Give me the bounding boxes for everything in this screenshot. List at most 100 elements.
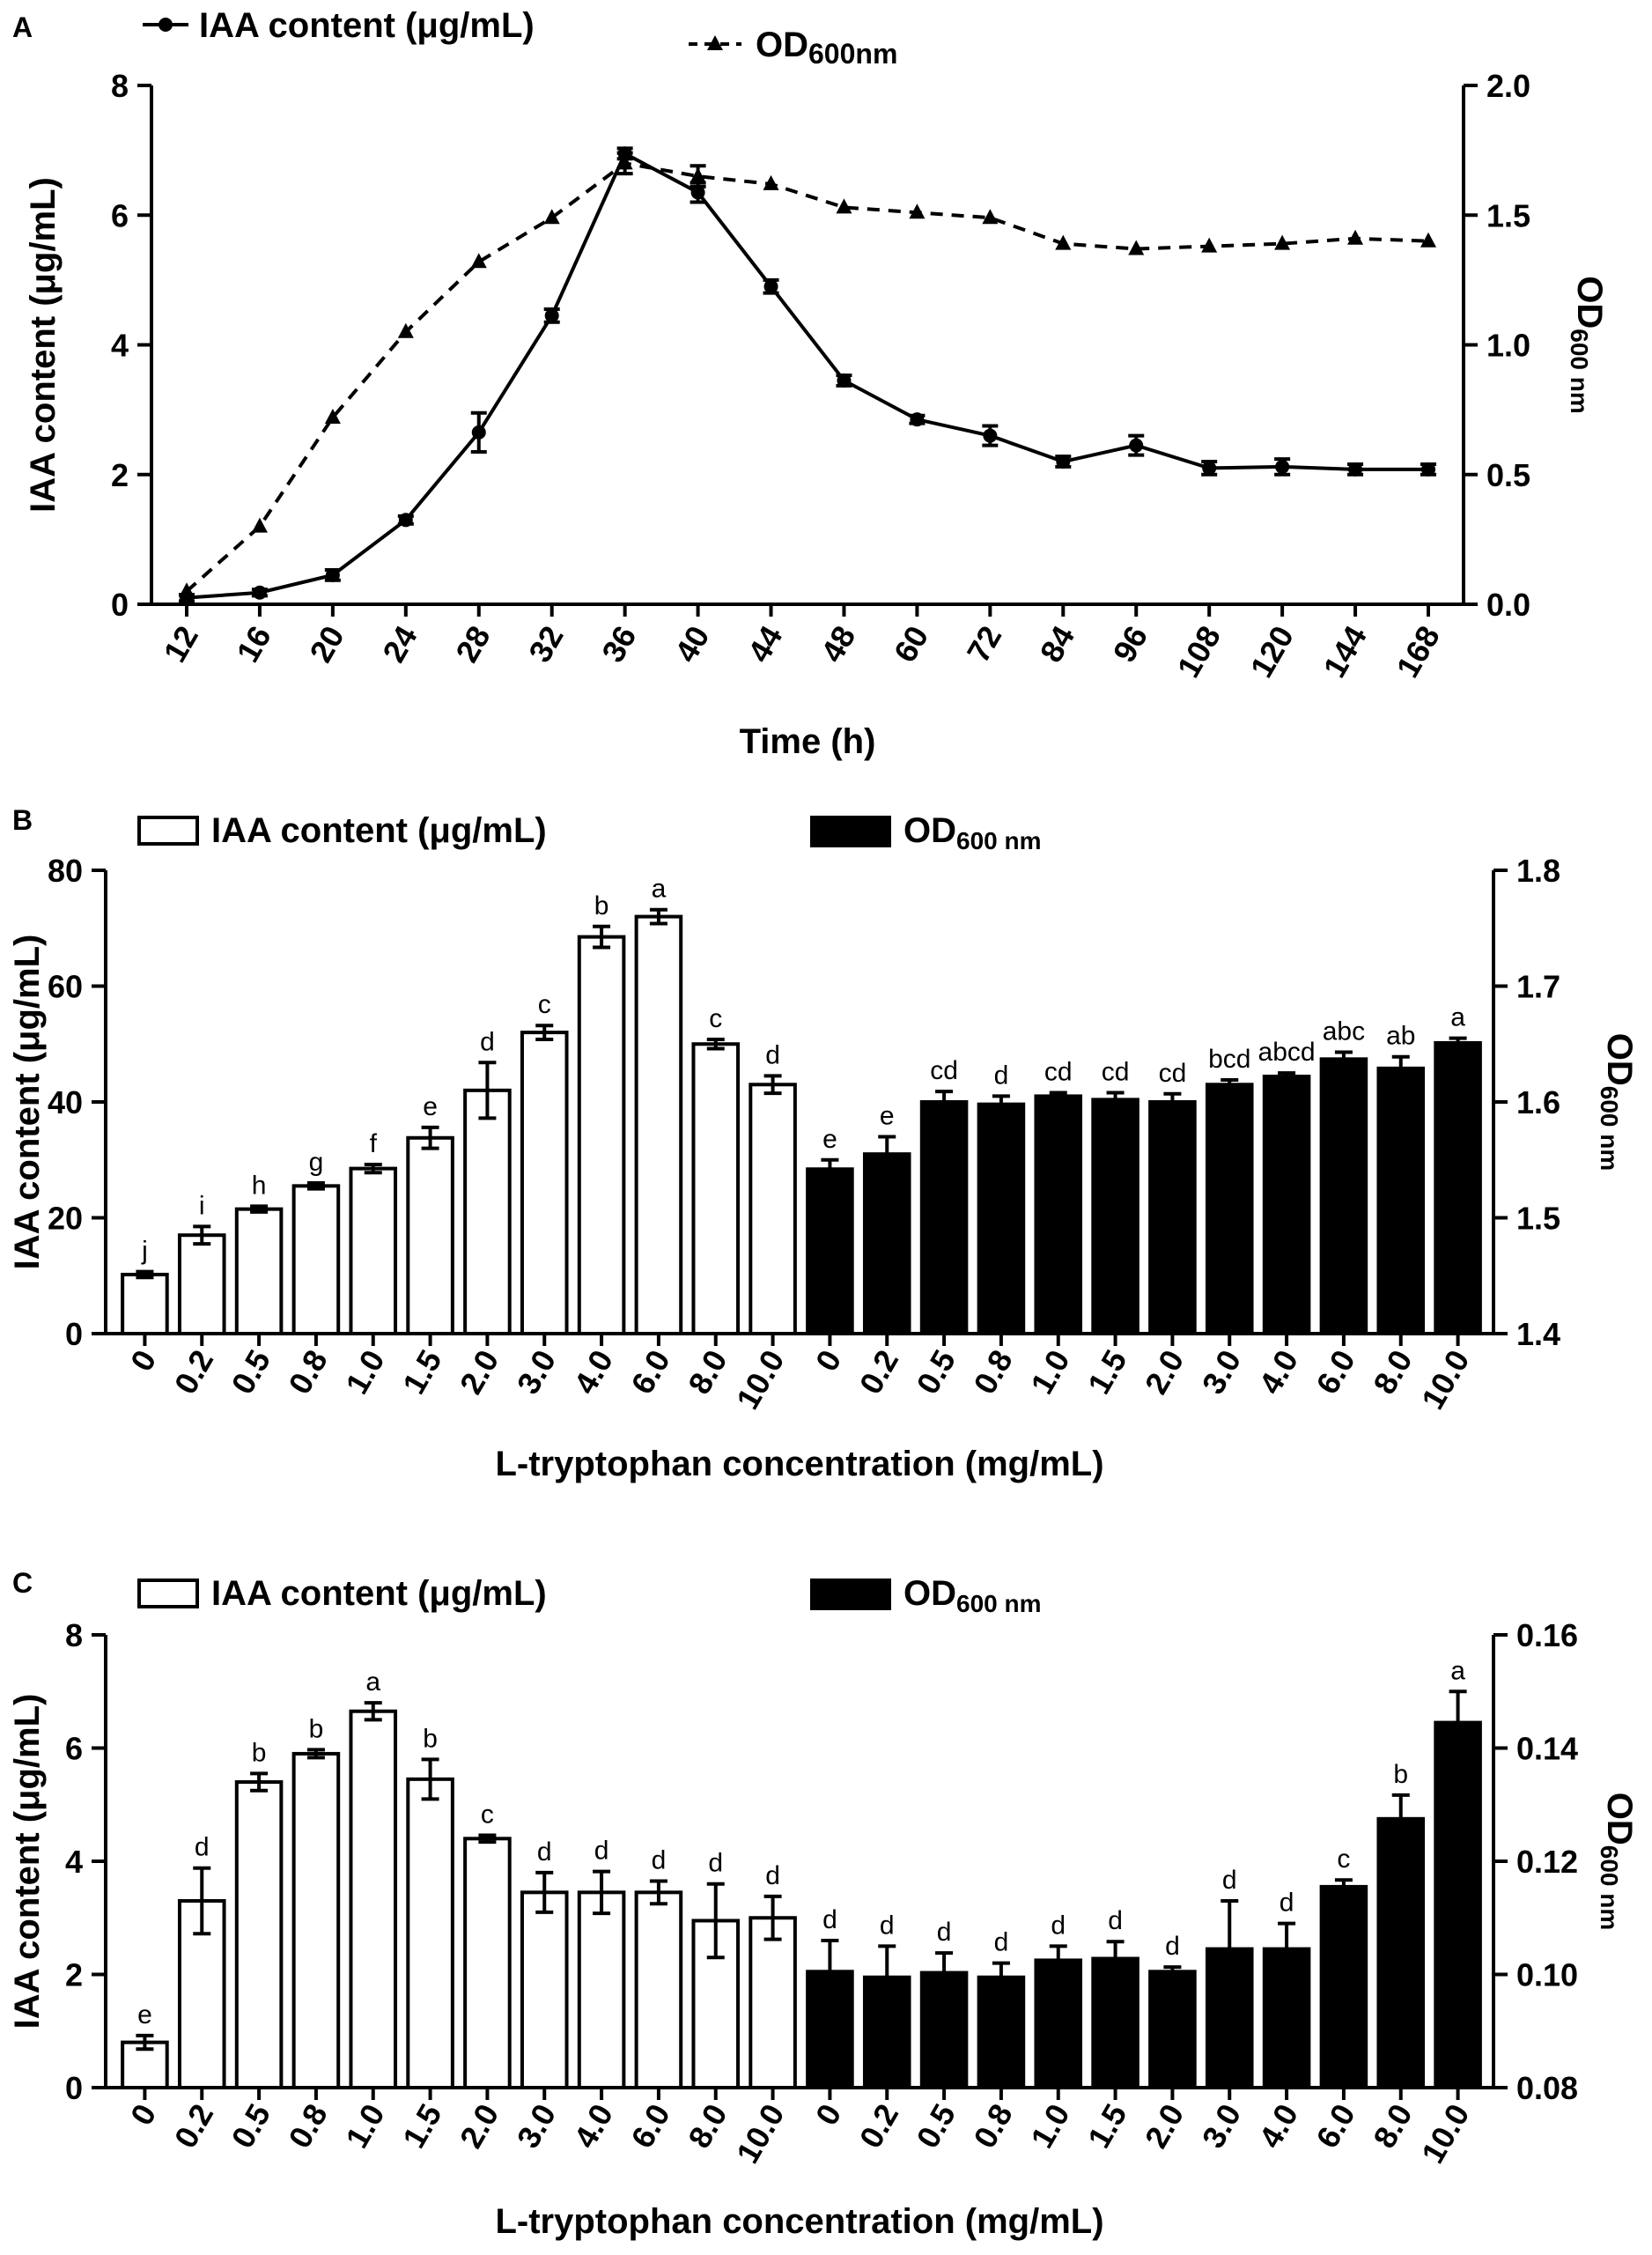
od-bar [1034,1958,1083,2089]
iaa-significance-letter: d [708,1849,723,1878]
iaa-point [1129,438,1144,453]
x-tick-label: 1.0 [338,2098,392,2155]
left-y-tick-label: 2 [65,1957,83,1993]
iaa-significance-letter: b [594,891,609,920]
right-y-axis-title-subscript: 600 nm [1596,1086,1623,1172]
x-tick-label: 60 [887,620,936,669]
od-point [397,322,414,338]
od-point [543,209,560,225]
right-y-tick-label: 1.5 [1486,197,1530,233]
iaa-point [983,428,998,443]
legend-od-label-subscript: 600 nm [956,1590,1042,1617]
right-y-tick-label: 1.6 [1516,1084,1560,1120]
od-bar [919,1100,969,1335]
x-tick-label: 0.8 [281,1344,335,1401]
od-bar [919,1970,969,2090]
panel-c-letter: C [12,1567,33,1599]
od-point [1201,237,1218,253]
od-point [324,408,341,424]
x-tick-label: 1.0 [1023,1344,1077,1401]
iaa-significance-letter: b [252,1738,267,1767]
right-y-axis-title-subscript: 600 nm [1566,329,1593,414]
x-tick-label: 1.0 [1023,2098,1077,2155]
iaa-bar [520,1890,569,2089]
iaa-series-line [186,151,1428,600]
x-tick-label: 6.0 [623,1344,677,1401]
x-tick-label: 1.5 [395,1344,449,1401]
legend-od-label-main: OD [756,26,808,64]
right-y-tick-label: 1.5 [1516,1201,1560,1237]
iaa-bar [177,1233,226,1335]
od-significance-letter: d [1108,1906,1123,1935]
x-tick-label: 8.0 [681,1344,734,1401]
legend-od-label-main: OD [903,811,956,850]
right-y-tick-label: 1.0 [1486,328,1530,364]
x-tick-label: 0.8 [966,2098,1020,2155]
left-y-tick-label: 8 [65,1617,83,1653]
iaa-significance-letter: i [199,1191,205,1220]
x-tick-label: 24 [375,620,424,669]
iaa-bar [691,1042,741,1335]
x-tick-label: 10.0 [729,2098,792,2170]
iaa-bar [291,1184,341,1336]
legend-iaa-label: IAA content (μg/mL) [211,1574,547,1613]
iaa-point [252,585,267,600]
iaa-point [471,425,486,440]
panel-c: C 0 2 4 6 8 0.08 0.10 0.12 0.14 0.16 IAA content (μ… [8,1567,1639,2241]
x-tick-label: 108 [1170,620,1228,684]
iaa-significance-letter: e [137,2000,152,2030]
left-y-tick-label: 4 [65,1844,83,1880]
x-tick-label: 40 [667,620,717,669]
x-tick-label: 2.0 [453,2098,506,2155]
x-tick-label: 0 [808,2098,849,2132]
iaa-bar [634,914,683,1335]
od-bar [1262,1075,1311,1335]
x-tick-label: 36 [594,620,644,669]
iaa-significance-letter: c [538,990,551,1019]
x-tick-label: 44 [741,620,790,669]
x-tick-label: 28 [448,620,498,669]
legend-od-label: OD600nm [756,26,897,70]
right-y-axis-title-main: OD [1600,1033,1639,1086]
x-tick-label: 1.5 [1080,1344,1134,1401]
x-tick-label: 10.0 [1414,2098,1477,2170]
od-significance-letter: ab [1386,1022,1415,1051]
iaa-bar [349,1166,398,1336]
od-significance-letter: d [994,1061,1009,1090]
iaa-point [398,513,413,528]
od-significance-letter: c [1337,1845,1350,1874]
right-y-axis-title: OD600 nm [1566,276,1609,414]
od-significance-letter: b [1393,1760,1408,1789]
od-point [1055,234,1072,250]
od-significance-letter: d [994,1928,1009,1957]
od-bar [1091,1098,1139,1335]
x-tick-label: 8.0 [1366,1344,1420,1401]
od-significance-letter: e [822,1125,837,1154]
od-significance-letter: d [937,1918,952,1947]
od-bar [1091,1956,1139,2090]
left-y-axis-title: IAA content (μg/mL) [8,1694,47,2030]
legend-iaa-label: IAA content (μg/mL) [211,811,547,850]
x-tick-label: 4.0 [1251,1344,1305,1401]
od-bar [1148,1100,1197,1335]
iaa-point [910,412,925,427]
x-tick-label: 0.2 [852,1344,906,1401]
od-significance-letter: d [1165,1932,1180,1961]
x-tick-label: 0.8 [966,1344,1020,1401]
iaa-point [1275,459,1290,474]
x-tick-label: 10.0 [729,1344,792,1416]
iaa-bar [577,1890,626,2089]
od-significance-letter: d [880,1911,895,1940]
x-tick-label: 6.0 [1309,1344,1362,1401]
od-bar [1034,1094,1083,1336]
x-tick-label: 6.0 [623,2098,677,2155]
right-y-tick-label: 0.14 [1516,1731,1578,1767]
od-significance-letter: cd [930,1056,958,1085]
x-tick-label: 168 [1389,620,1447,684]
x-tick-label: 0.8 [281,2098,335,2155]
iaa-significance-letter: d [594,1837,609,1866]
left-y-tick-label: 0 [111,587,129,623]
panel-b-letter: B [12,804,33,836]
legend-od-swatch [810,816,891,847]
iaa-point [617,146,632,161]
